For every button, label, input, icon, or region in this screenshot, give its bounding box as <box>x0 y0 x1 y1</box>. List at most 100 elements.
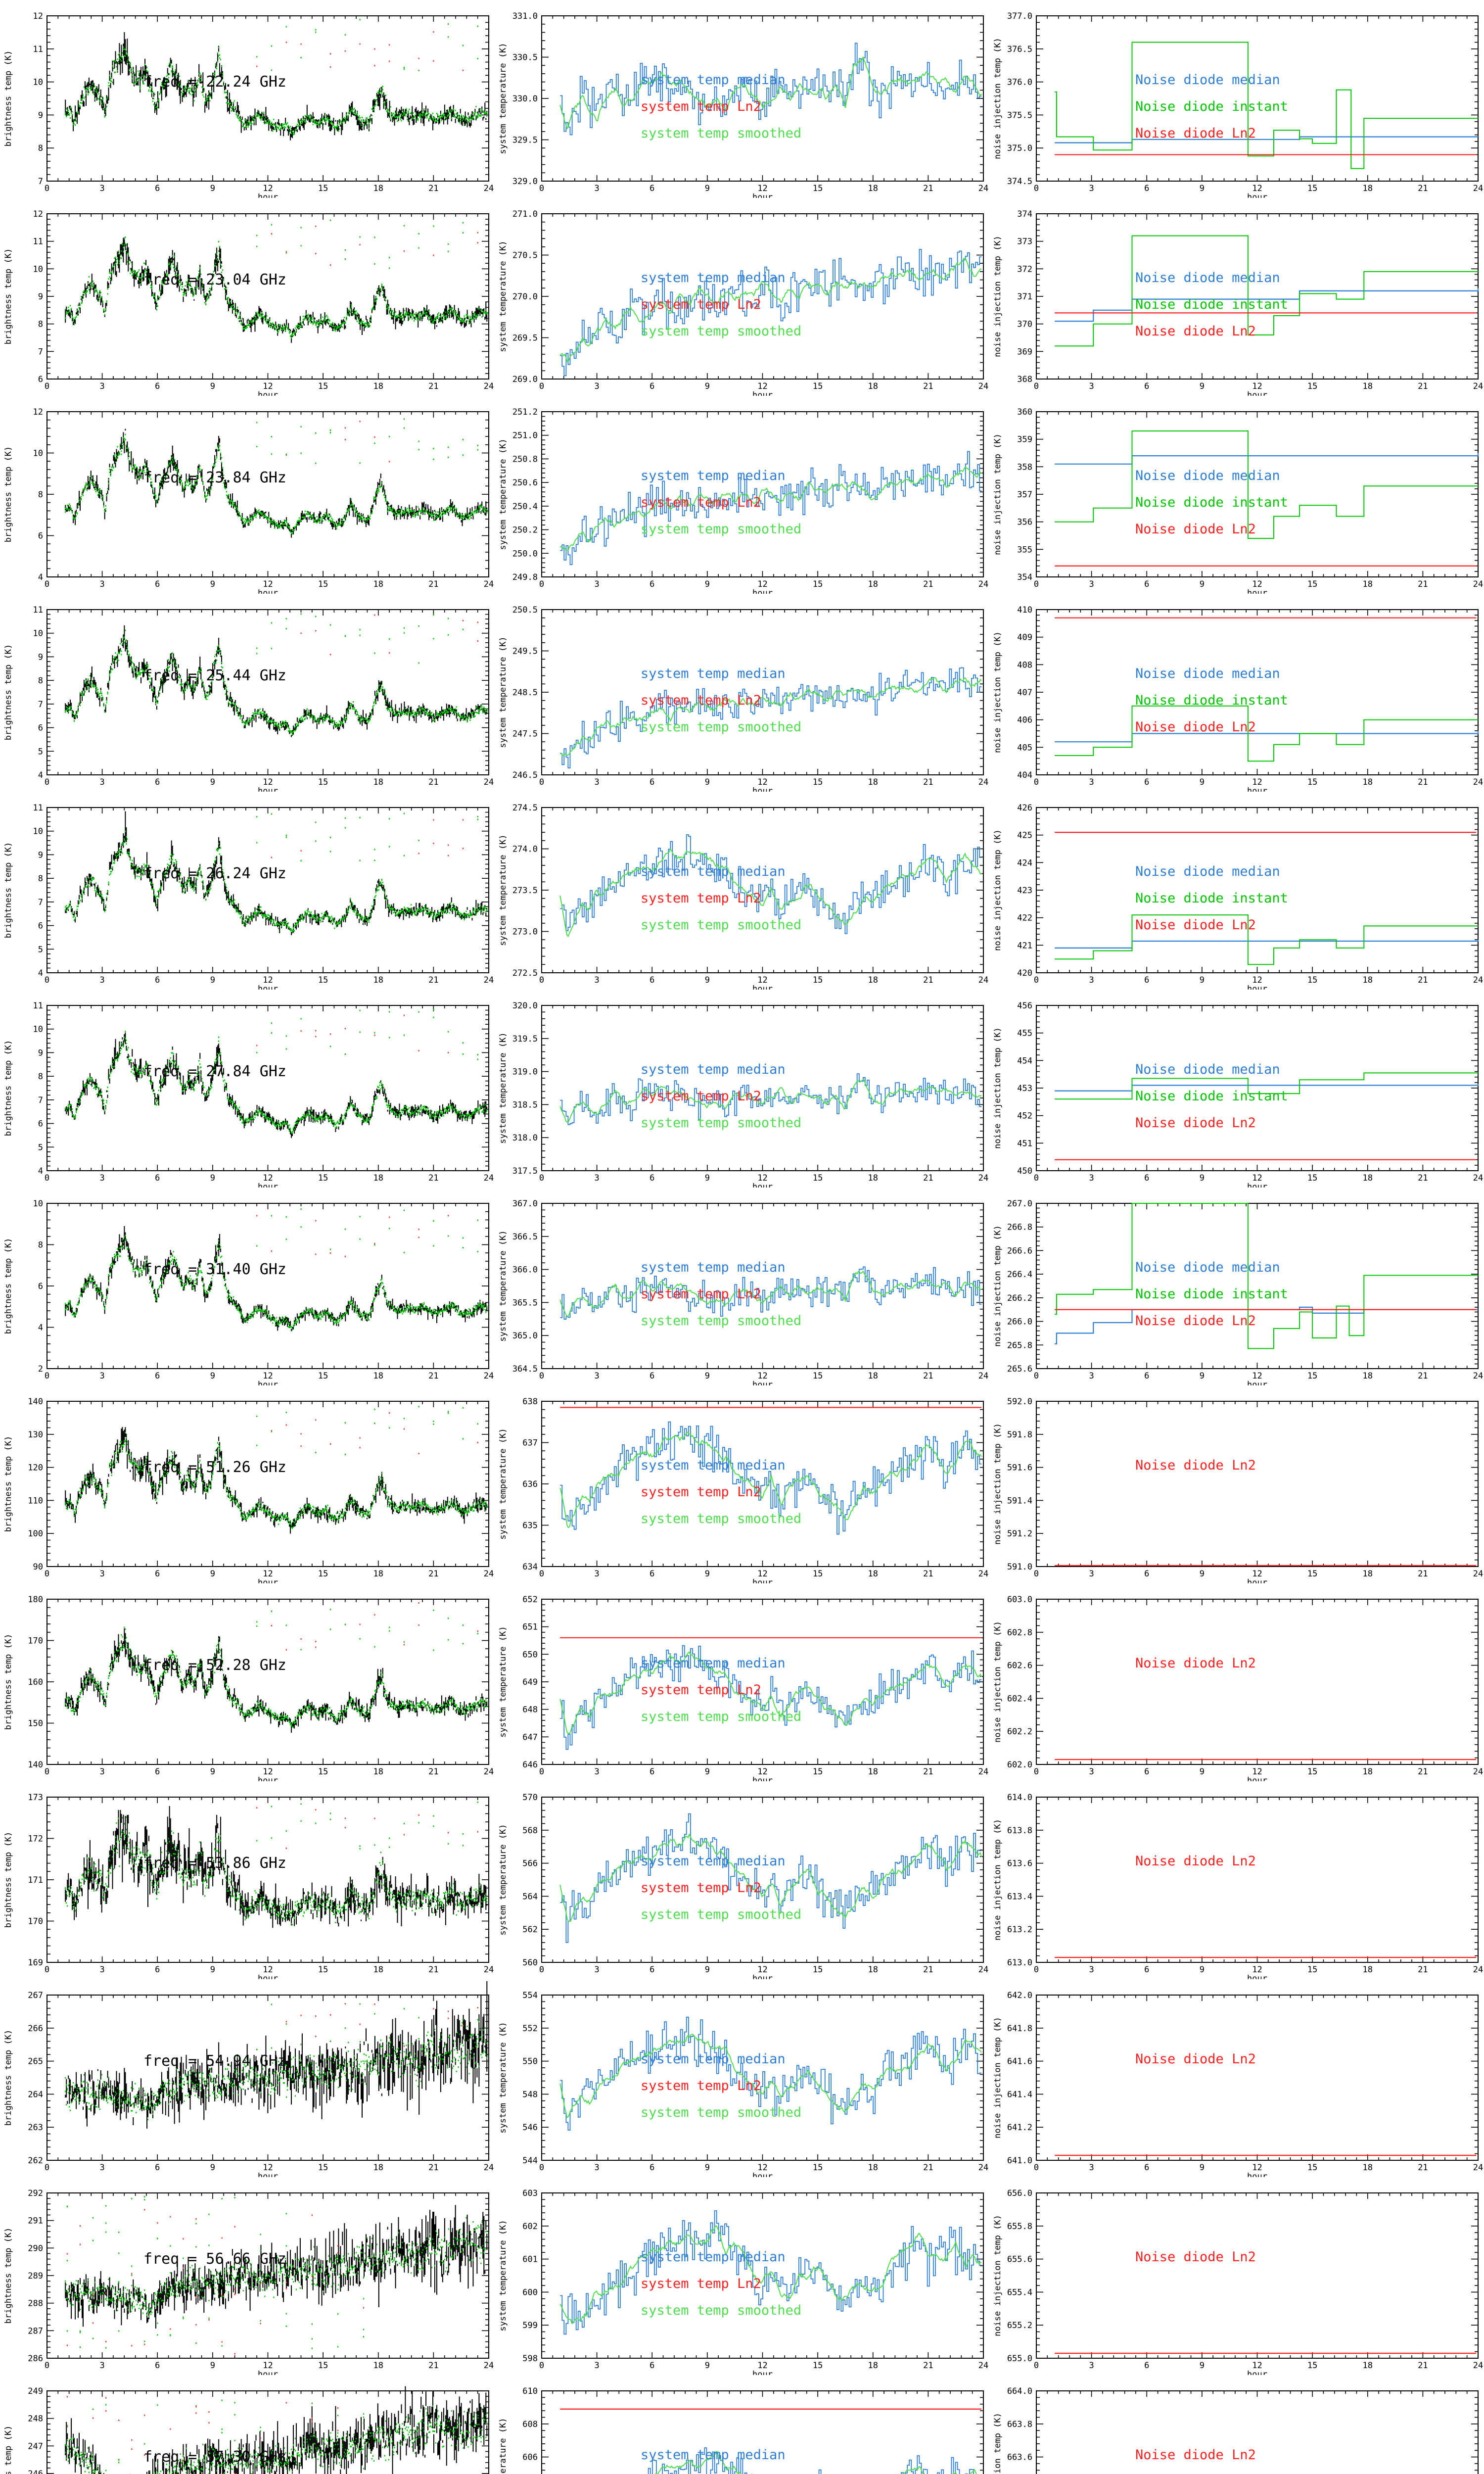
y-tick-label: 7 <box>38 700 43 710</box>
panel-noise-22.24ghz: 0 3 6 9 12 15 18 21 24 hour 374.5 375.0 375.5 376.0 37… <box>989 0 1484 198</box>
x-tick-label: 9 <box>1200 1965 1205 1975</box>
legend-tsys-2: system temp smoothed <box>641 2105 801 2120</box>
y-tick-label: 12 <box>33 209 43 219</box>
x-tick-label: 12 <box>263 381 273 391</box>
y-tick-label: 250.6 <box>512 478 538 488</box>
x-tick-label: 15 <box>318 579 328 589</box>
freq-label: freq = 54.94 GHz <box>143 2052 286 2070</box>
noise-median-line <box>1055 136 1478 143</box>
panel-bg <box>0 990 495 1188</box>
freq-label: freq = 31.40 GHz <box>143 1261 286 1278</box>
y-axis-label: system temperature (K) <box>498 1626 508 1737</box>
y-tick-label: 10 <box>33 78 43 88</box>
noise-instant-line <box>1055 42 1478 169</box>
y-tick-label: 6 <box>38 1282 43 1291</box>
panel-skydip-23.04ghz: 0 3 6 9 12 15 18 21 24 hour 6 7 8 9 10 11 12 brightness t… <box>0 198 495 396</box>
y-axis-label: noise injection temp (K) <box>993 1819 1003 1941</box>
y-tick-label: 270.0 <box>512 292 538 302</box>
y-axis-label: brightness temp (K) <box>3 644 13 740</box>
y-tick-label: 562 <box>522 1925 538 1935</box>
legend-tsys-2: system temp smoothed <box>641 126 801 141</box>
x-tick-label: 0 <box>539 1173 544 1183</box>
legend-tsys-1: system temp Ln2 <box>641 297 761 312</box>
y-tick-label: 601 <box>522 2255 538 2265</box>
legend-noise-1: Noise diode instant <box>1135 99 1288 114</box>
x-tick-label: 9 <box>210 579 215 589</box>
y-tick-label: 269.5 <box>512 333 538 343</box>
x-tick-label: 12 <box>757 184 767 193</box>
x-tick-label: 0 <box>539 975 544 985</box>
legend-tsys-1: system temp Ln2 <box>641 1682 761 1698</box>
panel-skydip-57.3ghz: 03691215182124hour243244245246247248249b… <box>0 2375 495 2474</box>
x-tick-label: 24 <box>1473 381 1483 391</box>
y-tick-label: 251.2 <box>512 407 538 417</box>
x-tick-label: 0 <box>45 1569 49 1579</box>
y-tick-label: 266.8 <box>1007 1223 1032 1233</box>
x-tick-label: 6 <box>649 2163 654 2173</box>
y-axis-label: brightness temp (K) <box>3 1040 13 1136</box>
x-tick-label: 9 <box>705 777 710 787</box>
y-tick-label: 635 <box>522 1521 538 1531</box>
panel-tsys-51.26ghz: 0 3 6 9 12 15 18 21 24 hour 634 635 636 637 638 system … <box>495 1385 989 1583</box>
x-tick-label: 0 <box>539 2361 544 2371</box>
tsys-median-line <box>560 667 982 768</box>
legend-tsys-2: system temp smoothed <box>641 324 801 339</box>
x-axis-label: hour <box>752 1380 773 1385</box>
x-tick-label: 3 <box>100 184 105 193</box>
x-tick-label: 24 <box>978 184 988 193</box>
x-tick-label: 21 <box>923 579 933 589</box>
x-tick-label: 12 <box>757 777 767 787</box>
x-tick-label: 9 <box>705 975 710 985</box>
y-tick-label: 7 <box>38 1095 43 1105</box>
x-tick-label: 0 <box>45 381 49 391</box>
tsys-smoothed-line <box>559 1431 982 1528</box>
tsys-median-line <box>560 2210 982 2335</box>
x-tick-label: 12 <box>757 2163 767 2173</box>
y-axis-label: brightness temp (K) <box>3 2030 13 2126</box>
panel-tsys-54.94ghz: 0 3 6 9 12 15 18 21 24 hour 544 546 548 550 552 554 syst… <box>495 1979 989 2177</box>
x-tick-label: 24 <box>484 1767 494 1777</box>
tsys-chart: 0 3 6 9 12 15 18 21 24 hour 249.8 250.0 250.2 250.4 25… <box>495 396 989 594</box>
x-tick-label: 15 <box>318 1569 328 1579</box>
x-tick-label: 18 <box>868 975 878 985</box>
y-tick-label: 263 <box>28 2123 43 2133</box>
y-tick-label: 650 <box>522 1650 538 1660</box>
y-tick-label: 566 <box>522 1859 538 1869</box>
x-tick-label: 9 <box>210 1767 215 1777</box>
x-tick-label: 24 <box>978 2163 988 2173</box>
legend-noise-2: Noise diode Ln2 <box>1135 917 1256 933</box>
x-tick-label: 9 <box>1200 2361 1205 2371</box>
noise-instant-line <box>1055 1203 1478 1349</box>
y-axis-label: system temperature (K) <box>498 2418 508 2474</box>
x-tick-label: 6 <box>155 1173 160 1183</box>
x-tick-label: 18 <box>868 1173 878 1183</box>
x-tick-label: 0 <box>1034 777 1039 787</box>
legend-noise-1: Noise diode instant <box>1135 297 1288 312</box>
x-tick-label: 18 <box>373 1371 383 1381</box>
y-tick-label: 267 <box>28 1991 43 2000</box>
y-tick-label: 130 <box>28 1430 43 1440</box>
y-tick-label: 266.4 <box>1007 1270 1032 1280</box>
freq-label: freq = 52.28 GHz <box>143 1657 286 1674</box>
y-tick-label: 608 <box>522 2420 538 2429</box>
panel-noise-56.66ghz: 0 3 6 9 12 15 18 21 24 hour 655.0 655.2 655.4 655.6 65… <box>989 2177 1484 2375</box>
x-axis-label: hour <box>752 984 773 990</box>
skydip-chart: 0 3 6 9 12 15 18 21 24 hour 4 6 8 10 12 brightness temp… <box>0 396 495 594</box>
tsys-smoothed-line <box>559 257 982 363</box>
x-tick-label: 15 <box>813 1767 823 1777</box>
y-tick-label: 10 <box>33 629 43 639</box>
y-tick-label: 262 <box>28 2156 43 2166</box>
y-tick-label: 642.0 <box>1007 1991 1032 2000</box>
y-tick-label: 425 <box>1017 831 1032 841</box>
panel-noise-53.86ghz: 0 3 6 9 12 15 18 21 24 hour 613.0 613.2 613.4 613.6 61… <box>989 1781 1484 1979</box>
x-tick-label: 6 <box>649 381 654 391</box>
legend-tsys-1: system temp Ln2 <box>641 2276 761 2291</box>
y-tick-label: 270.5 <box>512 251 538 261</box>
x-tick-label: 9 <box>210 975 215 985</box>
x-tick-label: 9 <box>705 2163 710 2173</box>
x-tick-label: 24 <box>978 1965 988 1975</box>
x-tick-label: 6 <box>155 184 160 193</box>
y-tick-label: 641.4 <box>1007 2090 1032 2099</box>
x-axis-label: hour <box>1247 192 1267 198</box>
